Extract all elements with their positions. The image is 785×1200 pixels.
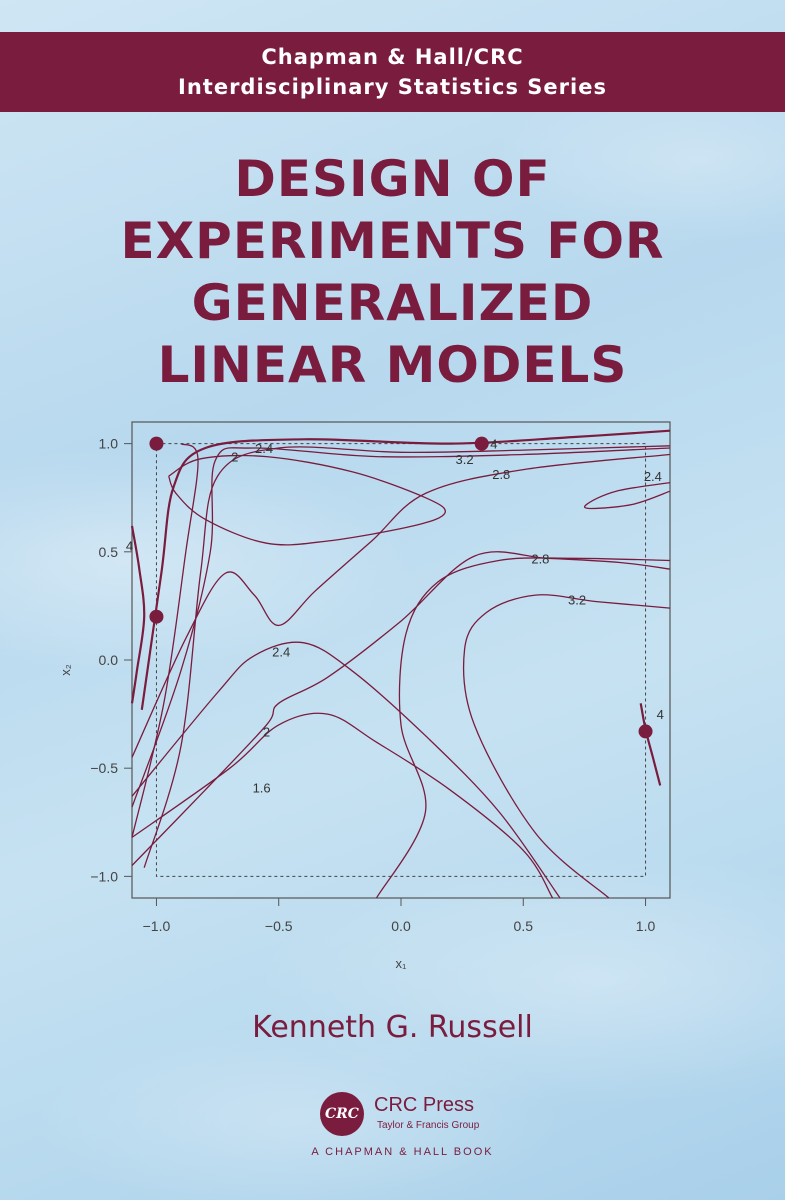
x-tick-label: 0.5 [514,918,534,934]
contour-label: 4 [126,538,133,553]
contour-line [131,641,561,899]
contour-line [639,703,662,786]
contour-line [131,551,671,866]
contour-label: 3.2 [568,592,586,607]
y-axis-label: x₂ [60,664,73,676]
crc-logo-icon: CRC [320,1092,364,1136]
design-point [149,436,164,451]
design-point [638,724,653,739]
series-banner: Chapman & Hall/CRC Interdisciplinary Sta… [0,32,785,112]
contour-label: 2 [231,450,238,465]
y-tick-label: −0.5 [90,760,118,776]
design-region [155,443,647,877]
publisher-subtitle: Taylor & Francis Group [377,1120,480,1131]
contour-plot: 2 2.4 3.2 4 2.8 2.4 4 2.8 3.2 2.4 2 1.6 4 −1.0 −0.5 0.0… [60,421,671,971]
title-line: GENERALIZED [191,274,594,332]
title-line: EXPERIMENTS FOR [120,212,665,270]
contour-label: 2.4 [644,469,662,484]
contour-line [130,525,146,704]
imprint-line: A CHAPMAN & HALL BOOK [311,1146,494,1158]
contour-label: 2.4 [272,644,290,659]
contour-label: 2.8 [492,467,510,482]
y-tick-label: 0.0 [99,652,119,668]
contour-line [131,443,199,838]
x-tick-label: −0.5 [265,918,293,934]
x-tick-label: 1.0 [636,918,656,934]
y-tick-label: 0.5 [99,544,119,560]
x-tick-label: −1.0 [143,918,171,934]
title-line: DESIGN OF [234,150,551,208]
x-tick-label: 0.0 [391,918,411,934]
contour-line [168,454,447,546]
contour-line [131,447,671,808]
book-title: DESIGN OF EXPERIMENTS FOR GENERALIZED LI… [0,148,785,396]
contour-label: 4 [490,437,497,452]
contour-line [462,594,671,899]
series-line-2: Interdisciplinary Statistics Series [178,75,607,99]
contour-line [583,481,671,510]
title-line: LINEAR MODELS [157,336,628,394]
series-line-1: Chapman & Hall/CRC [261,45,524,69]
contour-label: 4 [657,707,664,722]
design-point [149,609,164,624]
contour-line [140,429,671,710]
contour-label: 2.4 [255,441,273,456]
x-axis-label: x₁ [396,956,408,971]
design-point [474,436,489,451]
contour-label: 2.8 [531,551,549,566]
contour-label: 1.6 [253,781,271,796]
contour-label: 2 [263,724,270,739]
publisher-block: CRC CRC Press Taylor & Francis Group [320,1088,540,1168]
contour-line [131,712,554,899]
contour-line [131,453,671,758]
y-tick-label: 1.0 [99,436,119,452]
contour-line [375,557,671,899]
y-tick-label: −1.0 [90,868,118,884]
publisher-name: CRC Press [374,1094,475,1116]
author-name: Kenneth G. Russell [252,1010,533,1045]
contour-label: 3.2 [456,452,474,467]
